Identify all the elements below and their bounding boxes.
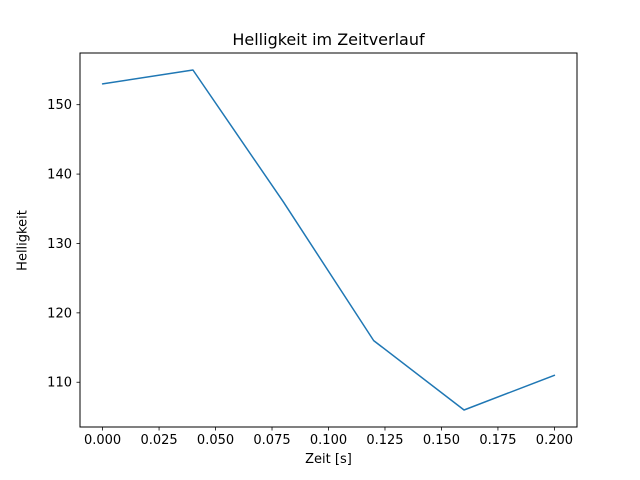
y-tick-label: 150: [47, 98, 72, 113]
x-tick-label: 0.200: [536, 433, 573, 448]
y-tick-label: 120: [47, 306, 72, 321]
x-axis-label: Zeit [s]: [305, 452, 352, 467]
x-tick-label: 0.150: [423, 433, 460, 448]
chart-title: Helligkeit im Zeitverlauf: [232, 30, 425, 49]
y-tick-label: 130: [47, 237, 72, 252]
data-line: [101, 69, 556, 411]
axes-spines: [79, 52, 578, 428]
x-tick-label: 0.100: [310, 433, 347, 448]
y-tick-label: 110: [47, 376, 72, 391]
x-tick-label: 0.125: [366, 433, 403, 448]
y-tick-label: 140: [47, 168, 72, 183]
x-tick-label: 0.000: [84, 433, 121, 448]
x-tick-label: 0.175: [479, 433, 516, 448]
x-tick-label: 0.075: [253, 433, 290, 448]
plot-area: [80, 53, 577, 427]
x-tick-label: 0.050: [197, 433, 234, 448]
y-axis-label: Helligkeit: [15, 210, 31, 271]
x-tick-label: 0.025: [140, 433, 177, 448]
